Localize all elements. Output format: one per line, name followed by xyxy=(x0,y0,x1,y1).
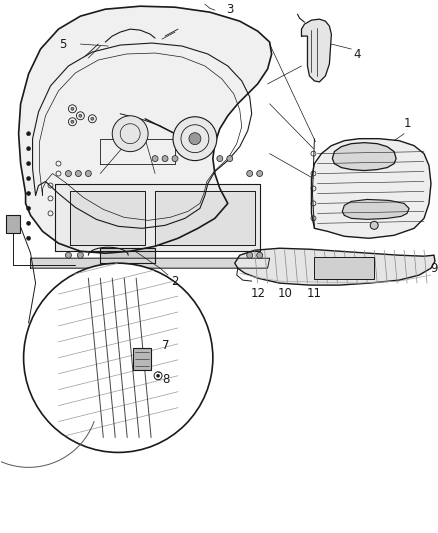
Text: 7: 7 xyxy=(162,340,170,352)
Circle shape xyxy=(189,133,201,144)
Polygon shape xyxy=(301,19,332,82)
Circle shape xyxy=(27,206,31,211)
Circle shape xyxy=(27,161,31,166)
Circle shape xyxy=(27,191,31,196)
Circle shape xyxy=(78,252,83,258)
Circle shape xyxy=(27,132,31,136)
Polygon shape xyxy=(332,143,396,171)
Text: 5: 5 xyxy=(59,37,66,51)
Circle shape xyxy=(65,252,71,258)
Text: 11: 11 xyxy=(307,287,322,300)
Text: 1: 1 xyxy=(403,117,411,130)
Text: 12: 12 xyxy=(250,287,265,300)
Circle shape xyxy=(173,117,217,160)
Circle shape xyxy=(71,120,74,123)
Polygon shape xyxy=(235,248,435,285)
Circle shape xyxy=(24,263,213,453)
Circle shape xyxy=(247,252,253,258)
Text: 10: 10 xyxy=(278,287,293,300)
Polygon shape xyxy=(71,191,145,245)
Polygon shape xyxy=(19,6,272,253)
Text: 4: 4 xyxy=(353,47,361,61)
Circle shape xyxy=(27,147,31,151)
Text: 8: 8 xyxy=(162,373,170,386)
Polygon shape xyxy=(311,139,431,238)
Circle shape xyxy=(71,107,74,110)
Circle shape xyxy=(27,221,31,225)
Circle shape xyxy=(27,176,31,181)
Circle shape xyxy=(27,236,31,240)
Bar xyxy=(133,348,151,370)
Circle shape xyxy=(172,156,178,161)
Circle shape xyxy=(227,156,233,161)
Circle shape xyxy=(257,171,263,176)
Text: 9: 9 xyxy=(430,262,438,274)
Circle shape xyxy=(85,171,92,176)
Circle shape xyxy=(162,156,168,161)
Circle shape xyxy=(91,117,94,120)
Circle shape xyxy=(79,114,82,117)
Circle shape xyxy=(75,171,81,176)
Circle shape xyxy=(257,252,263,258)
Polygon shape xyxy=(100,248,155,263)
Circle shape xyxy=(152,156,158,161)
Polygon shape xyxy=(31,258,270,268)
Circle shape xyxy=(156,374,159,377)
Circle shape xyxy=(112,116,148,151)
Polygon shape xyxy=(56,183,260,251)
Bar xyxy=(314,257,374,279)
Circle shape xyxy=(217,156,223,161)
Text: 3: 3 xyxy=(226,3,233,15)
Circle shape xyxy=(65,171,71,176)
Text: 2: 2 xyxy=(171,274,179,288)
Bar xyxy=(6,215,20,233)
Circle shape xyxy=(370,221,378,229)
Polygon shape xyxy=(343,199,409,220)
Circle shape xyxy=(247,171,253,176)
Polygon shape xyxy=(155,191,254,245)
